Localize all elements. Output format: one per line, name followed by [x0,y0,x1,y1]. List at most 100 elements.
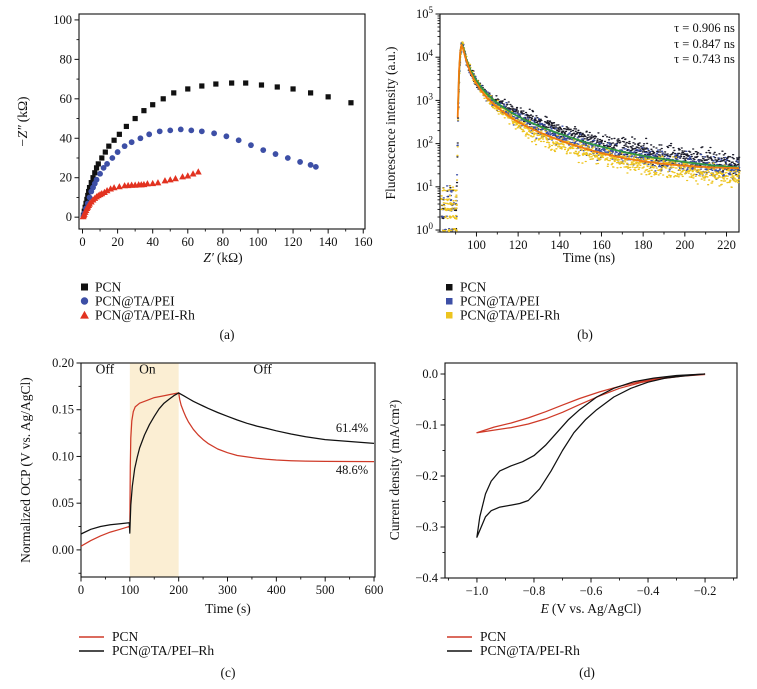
data-point [272,151,279,157]
data-point [106,143,112,149]
data-point [235,137,242,144]
x-tick-label: 200 [169,583,188,597]
data-point [290,86,296,92]
legend-label: PCN [95,280,122,295]
x-tick-label: 100 [120,583,139,597]
y-tick-label: 104 [416,48,434,64]
data-point [95,161,101,167]
data-point [325,94,331,100]
x-tick-label: 120 [284,235,303,249]
data-point [104,161,110,167]
legend-item: PCN@TA/PEI-Rh [80,308,195,323]
data-point [177,126,184,133]
series-PCN@TA/PEI-Rh [476,373,706,538]
data-point [137,135,144,142]
series-PCN [80,392,375,547]
square-marker-icon [446,284,453,291]
x-tick-label: 140 [550,238,569,252]
panel-d-axes: −1.0 −0.8 −0.6 −0.4 −0.2 0.0 −0.1 −0.2 −0.3 −0.4 [415,362,738,598]
x-tick-label: 200 [675,238,694,252]
x-tick-label: 220 [717,238,736,252]
data-point [223,133,230,140]
data-point [308,90,314,96]
panel-b-axes: 100 120 140 160 180 200 220 100 101 102 103 104 105 τ… [416,5,741,252]
panel-d-x-axis-label: E (V vs. Ag/AgCl) [540,601,642,616]
panel-c-axes: 0 100 200 300 400 500 600 0.00 0.05 0.10 0.15 0.20 O… [52,356,383,597]
data-point [92,170,98,176]
panel-a-legend: PCN PCN@TA/PEI PCN@TA/PEI-Rh [80,280,195,323]
panel-d-cv-plot: −1.0 −0.8 −0.6 −0.4 −0.20.0−0.1−0.2−0.3−0.4 … [387,362,738,680]
data-point [348,100,354,106]
data-point [102,149,108,155]
y-tick-label: 100 [416,221,434,237]
panel-d-y-axis-label: Current density (mA/cm²) [387,400,402,541]
y-tick-label: 105 [416,5,434,21]
data-point [149,179,157,187]
x-tick-label: 20 [111,235,124,249]
panel-b-y-axis-label: Fluorescence intensity (a.u.) [383,47,398,200]
data-point [93,176,100,183]
x-tick-label: 160 [592,238,611,252]
data-point [93,165,100,171]
legend-label: PCN@TA/PEI-Rh [460,308,560,323]
data-point [199,83,205,89]
data-point [307,161,314,168]
data-point [229,80,235,86]
data-point [260,147,267,154]
panel-b-x-axis-label: Time (ns) [563,250,615,265]
panel-a-y-axis-label: −Z″(kΩ) [15,96,30,147]
y-tick-label: 102 [416,135,433,151]
panel-b-caption: (b) [577,327,593,342]
legend-item: PCN@TA/PEI-Rh [447,643,580,658]
data-point [97,170,103,177]
data-point [109,155,116,161]
legend-label: PCN@TA/PEI [95,294,175,309]
panel-c-ocp-plot: 0 100 200 300 400 500 600 0.00 0.05 0.10 0.15 0.20 O… [18,356,383,680]
panel-a-x-axis-label: Z′ (kΩ) [203,250,242,265]
data-point [248,142,254,149]
data-point [99,155,105,161]
series-PCN@TA/PEI [80,126,319,220]
legend-label: PCN@TA/PEI [460,294,540,309]
legend-item: PCN@TA/PEI [80,294,175,309]
annotation: τ = 0.743 ns [674,52,735,66]
data-point [184,172,192,179]
plot-box [80,362,376,578]
x-tick-label: −1.0 [466,584,489,598]
data-point [166,176,174,183]
data-point [128,139,135,146]
data-point [121,143,128,150]
y-tick-label: 0.05 [52,496,74,510]
plot-box [78,13,366,230]
y-tick-label: 100 [53,13,72,27]
data-point [243,80,249,86]
x-tick-label: 100 [467,238,486,252]
data-point [103,187,111,194]
panel-a-nyquist-plot: 0 20 40 60 80 100 120 140 160 0 20 40 60 80 100 −Z″(kΩ… [15,13,373,342]
fit-orange [456,43,740,170]
x-tick-label: −0.2 [694,584,717,598]
data-point [144,180,151,187]
legend-label: PCN@TA/PEI-Rh [95,308,195,323]
x-tick-label: 40 [146,235,159,249]
legend-item: PCN@TA/PEI-Rh [446,308,560,323]
data-point [213,81,219,87]
x-tick-label: 500 [316,583,335,597]
y-tick-label: 0.20 [52,356,74,370]
series-PCN [476,373,706,434]
legend-item: PCN@TA/PEI–Rh [79,643,214,658]
region-label: Off [96,361,115,376]
legend-item: PCN@TA/PEI [446,294,540,309]
legend-item: PCN [446,280,487,295]
data-point [258,82,265,88]
legend-label: PCN@TA/PEI-Rh [480,643,580,658]
data-point [115,183,123,190]
data-point [86,184,93,191]
data-point [312,163,319,170]
x-tick-label: −0.8 [523,584,546,598]
decay-cloud-PCN [440,42,741,232]
data-point [172,175,179,182]
series-PCN@TA/PEI-Rh [79,168,202,220]
x-tick-label: −0.4 [637,584,660,598]
